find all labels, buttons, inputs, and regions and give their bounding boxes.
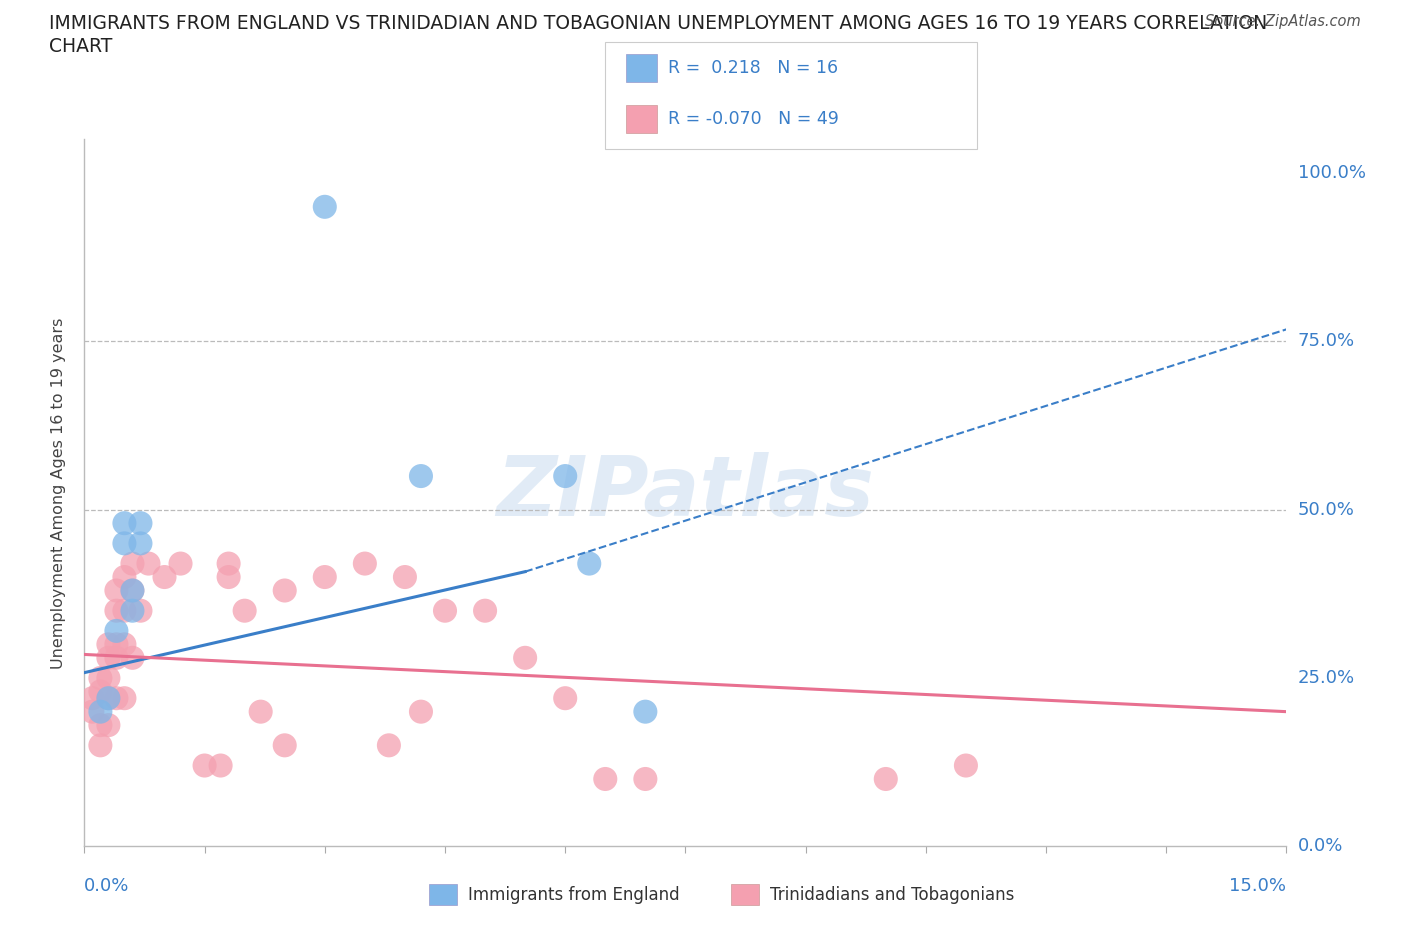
Point: [89, 737, 111, 752]
Text: Source: ZipAtlas.com: Source: ZipAtlas.com: [1205, 14, 1361, 29]
Text: Immigrants from England: Immigrants from England: [468, 885, 681, 904]
Text: ZIPatlas: ZIPatlas: [496, 452, 875, 534]
Point: [121, 583, 143, 598]
Point: [409, 704, 432, 719]
Point: [97, 650, 120, 665]
Text: 75.0%: 75.0%: [1298, 332, 1355, 351]
Text: 50.0%: 50.0%: [1298, 500, 1354, 519]
Point: [105, 583, 128, 598]
Text: IMMIGRANTS FROM ENGLAND VS TRINIDADIAN AND TOBAGONIAN UNEMPLOYMENT AMONG AGES 16: IMMIGRANTS FROM ENGLAND VS TRINIDADIAN A…: [49, 14, 1267, 33]
Point: [114, 637, 135, 652]
Text: 0.0%: 0.0%: [1298, 837, 1343, 856]
Point: [82, 704, 104, 719]
Point: [515, 650, 537, 665]
Point: [121, 583, 143, 598]
Point: [578, 556, 600, 571]
Point: [138, 556, 160, 571]
Point: [89, 684, 111, 699]
Point: [129, 536, 152, 551]
Text: Trinidadians and Tobagonians: Trinidadians and Tobagonians: [770, 885, 1015, 904]
Point: [114, 536, 135, 551]
Point: [121, 650, 143, 665]
Point: [129, 604, 152, 618]
Point: [274, 737, 297, 752]
Point: [129, 516, 152, 531]
Y-axis label: Unemployment Among Ages 16 to 19 years: Unemployment Among Ages 16 to 19 years: [51, 317, 66, 669]
Point: [105, 604, 128, 618]
Point: [97, 691, 120, 706]
Text: 25.0%: 25.0%: [1298, 669, 1355, 687]
Point: [97, 718, 120, 733]
Text: 100.0%: 100.0%: [1298, 165, 1365, 182]
Point: [233, 604, 256, 618]
Point: [274, 583, 297, 598]
Point: [634, 704, 657, 719]
Point: [97, 691, 120, 706]
Point: [595, 772, 617, 787]
Point: [121, 556, 143, 571]
Point: [209, 758, 232, 773]
Point: [249, 704, 271, 719]
Point: [114, 604, 135, 618]
Point: [218, 556, 240, 571]
Point: [409, 469, 432, 484]
Point: [474, 604, 496, 618]
Point: [218, 569, 240, 584]
Point: [105, 623, 128, 638]
Point: [314, 569, 336, 584]
Point: [89, 718, 111, 733]
Text: R =  0.218   N = 16: R = 0.218 N = 16: [668, 59, 838, 77]
Point: [194, 758, 217, 773]
Point: [153, 569, 176, 584]
Point: [634, 772, 657, 787]
Point: [875, 772, 897, 787]
Point: [97, 637, 120, 652]
Point: [434, 604, 457, 618]
Point: [105, 691, 128, 706]
Point: [955, 758, 977, 773]
Point: [97, 671, 120, 685]
Point: [105, 650, 128, 665]
Point: [121, 604, 143, 618]
Point: [114, 516, 135, 531]
Point: [89, 671, 111, 685]
Point: [378, 737, 401, 752]
Point: [105, 637, 128, 652]
Point: [169, 556, 191, 571]
Text: 0.0%: 0.0%: [84, 877, 129, 895]
Text: R = -0.070   N = 49: R = -0.070 N = 49: [668, 110, 839, 128]
Point: [89, 704, 111, 719]
Text: 15.0%: 15.0%: [1229, 877, 1286, 895]
Text: CHART: CHART: [49, 37, 112, 56]
Point: [554, 691, 576, 706]
Point: [82, 691, 104, 706]
Point: [554, 469, 576, 484]
Point: [314, 199, 336, 214]
Point: [114, 691, 135, 706]
Point: [114, 569, 135, 584]
Point: [354, 556, 377, 571]
Point: [394, 569, 416, 584]
